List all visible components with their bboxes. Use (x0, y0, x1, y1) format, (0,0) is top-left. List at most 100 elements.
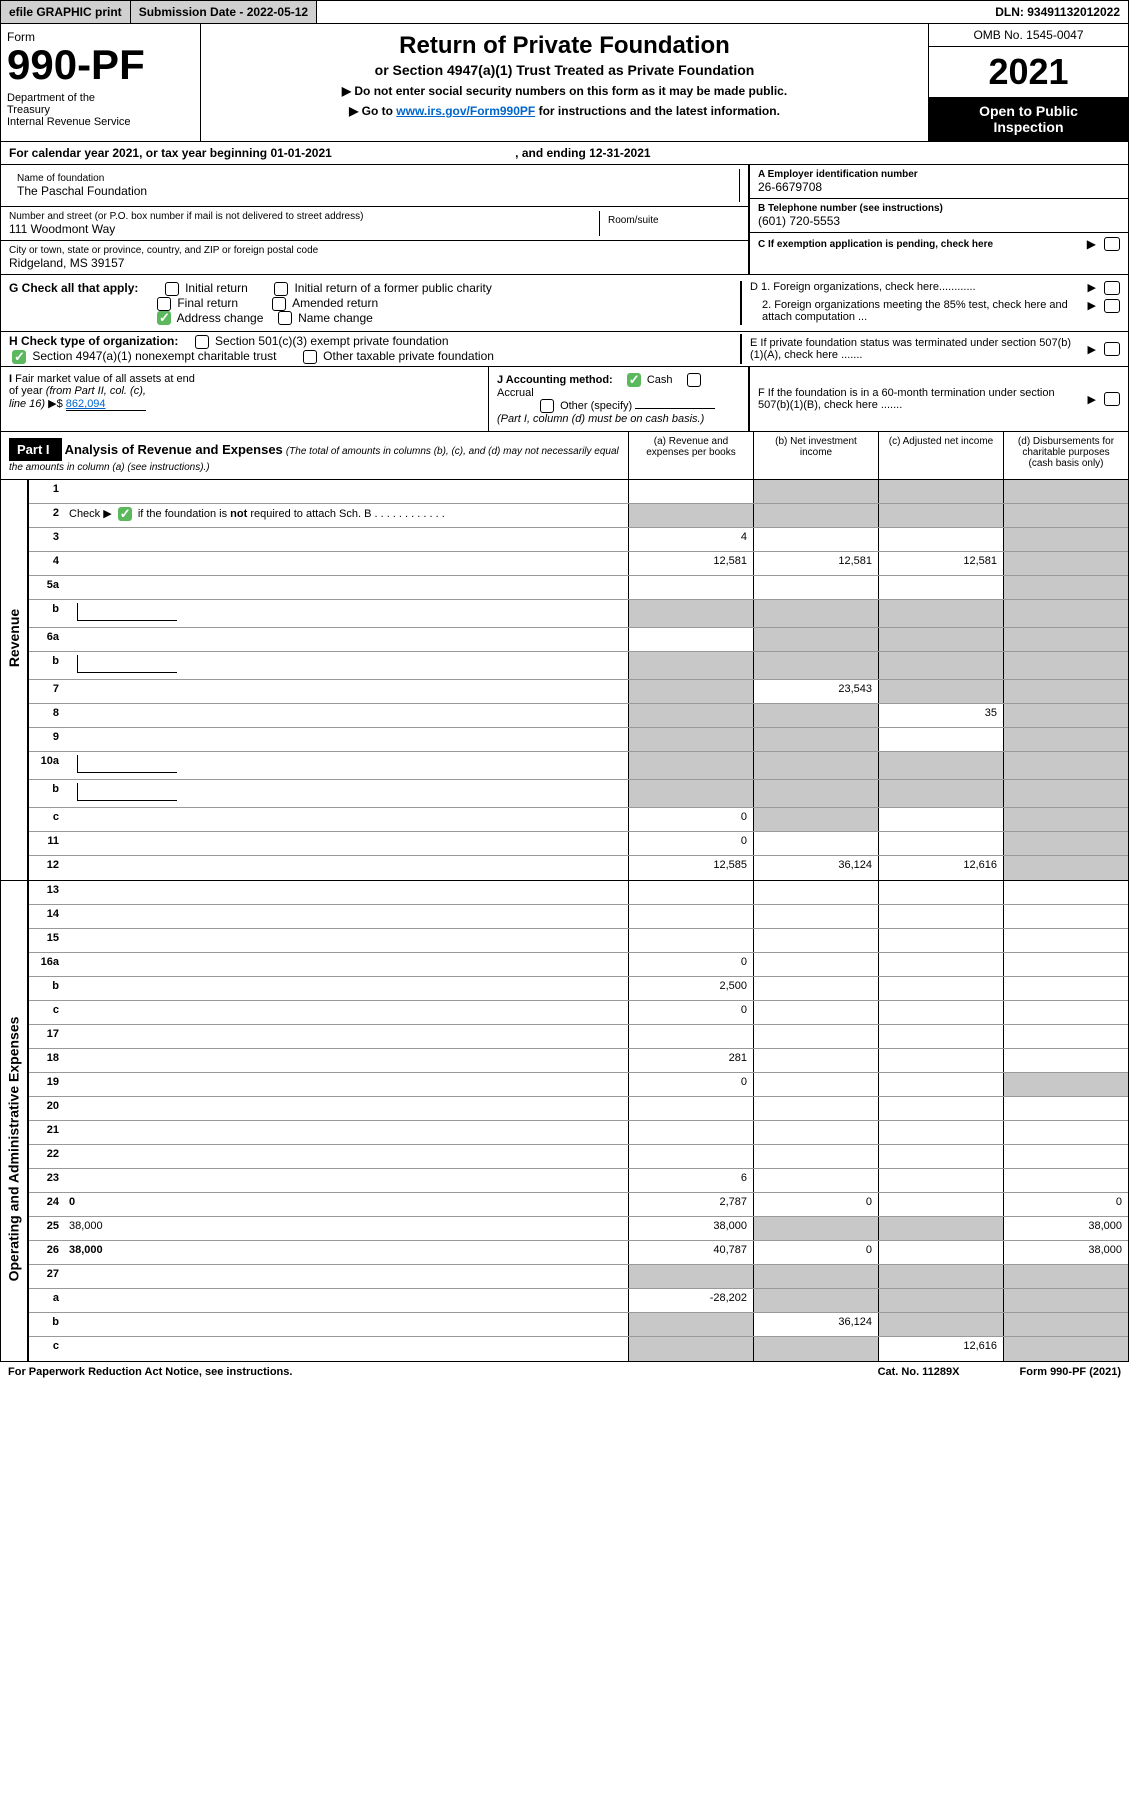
col-c-cell (878, 1241, 1003, 1264)
row-desc (65, 856, 628, 880)
form-number: 990-PF (7, 44, 194, 86)
col-b-cell (753, 1265, 878, 1288)
amended-return-checkbox[interactable] (272, 297, 286, 311)
col-d-cell (1003, 752, 1128, 779)
ein-value: 26-6679708 (758, 180, 1120, 194)
initial-return-checkbox[interactable] (165, 282, 179, 296)
col-c-cell (878, 628, 1003, 651)
col-c-cell (878, 1313, 1003, 1336)
row-number: 7 (29, 680, 65, 703)
row-number: 11 (29, 832, 65, 855)
col-a-cell (628, 1025, 753, 1048)
col-d-header: (d) Disbursements for charitable purpose… (1003, 432, 1128, 479)
j-label: J Accounting method: (497, 374, 613, 386)
phone-row: B Telephone number (see instructions) (6… (750, 199, 1128, 233)
name-change-checkbox[interactable] (278, 311, 292, 325)
col-b-cell: 36,124 (753, 1313, 878, 1336)
name-label: Name of foundation (17, 173, 731, 184)
j-section: J Accounting method: Cash Accrual Other … (488, 367, 748, 431)
col-d-cell (1003, 1145, 1128, 1168)
col-b-cell (753, 832, 878, 855)
col-a-cell (628, 881, 753, 904)
row-desc (65, 1001, 628, 1024)
col-b-cell (753, 977, 878, 1000)
col-c-cell: 35 (878, 704, 1003, 727)
501c3-checkbox[interactable] (195, 335, 209, 349)
initial-former-checkbox[interactable] (274, 282, 288, 296)
row-number: 16a (29, 953, 65, 976)
col-c-cell (878, 680, 1003, 703)
row-number: 3 (29, 528, 65, 551)
col-d-cell (1003, 680, 1128, 703)
table-row: c0 (29, 808, 1128, 832)
row-desc (65, 728, 628, 751)
e-checkbox[interactable] (1104, 342, 1120, 356)
row-desc (65, 652, 628, 679)
col-d-cell (1003, 929, 1128, 952)
final-return-checkbox[interactable] (157, 297, 171, 311)
d2-checkbox[interactable] (1104, 299, 1120, 313)
row-desc: Check ▶ if the foundation is not require… (65, 504, 628, 527)
col-c-cell: 12,616 (878, 856, 1003, 880)
phone-value: (601) 720-5553 (758, 214, 1120, 228)
cash-checkbox[interactable] (627, 373, 641, 387)
row-number: b (29, 977, 65, 1000)
col-c-cell (878, 1097, 1003, 1120)
row-desc (65, 1337, 628, 1361)
col-a-cell: 4 (628, 528, 753, 551)
col-d-cell (1003, 704, 1128, 727)
tax-year: 2021 (929, 47, 1128, 97)
col-b-cell (753, 1001, 878, 1024)
exemption-checkbox[interactable] (1104, 237, 1120, 251)
col-d-cell (1003, 1121, 1128, 1144)
col-a-cell (628, 1145, 753, 1168)
col-a-cell (628, 1337, 753, 1361)
f-checkbox[interactable] (1104, 392, 1120, 406)
revenue-sidebar: Revenue (1, 480, 29, 880)
table-row: 9 (29, 728, 1128, 752)
row-desc (65, 1073, 628, 1096)
col-d-cell (1003, 881, 1128, 904)
col-a-cell (628, 576, 753, 599)
address-change-checkbox[interactable] (157, 311, 171, 325)
row-number: 23 (29, 1169, 65, 1192)
row-number: 12 (29, 856, 65, 880)
col-c-cell (878, 1001, 1003, 1024)
row-desc (65, 1049, 628, 1072)
row-desc (65, 1313, 628, 1336)
col-a-cell: 38,000 (628, 1217, 753, 1240)
col-a-cell: 0 (628, 1001, 753, 1024)
col-a-cell (628, 680, 753, 703)
row-number: c (29, 1001, 65, 1024)
row-desc (65, 528, 628, 551)
fmv-value[interactable]: 862,094 (66, 398, 146, 411)
col-d-cell: 0 (1003, 1193, 1128, 1216)
irs-link[interactable]: www.irs.gov/Form990PF (396, 104, 535, 118)
calendar-year-row: For calendar year 2021, or tax year begi… (0, 142, 1129, 165)
other-method-checkbox[interactable] (540, 399, 554, 413)
col-b-cell (753, 480, 878, 503)
table-row: 13 (29, 881, 1128, 905)
col-a-cell (628, 1265, 753, 1288)
row-number: 26 (29, 1241, 65, 1264)
accrual-checkbox[interactable] (687, 373, 701, 387)
d1-checkbox[interactable] (1104, 281, 1120, 295)
col-b-cell (753, 1049, 878, 1072)
phone-label: B Telephone number (see instructions) (758, 203, 1120, 214)
col-b-cell (753, 728, 878, 751)
efile-print-button[interactable]: efile GRAPHIC print (1, 1, 131, 23)
other-taxable-checkbox[interactable] (303, 350, 317, 364)
schb-checkbox[interactable] (118, 507, 132, 521)
f-label: F If the foundation is in a 60-month ter… (758, 387, 1084, 411)
revenue-section: Revenue 12 Check ▶ if the foundation is n… (0, 480, 1129, 881)
col-a-cell (628, 1313, 753, 1336)
col-d-cell (1003, 1097, 1128, 1120)
col-d-cell (1003, 1289, 1128, 1312)
col-c-cell: 12,581 (878, 552, 1003, 575)
table-row: 27 (29, 1265, 1128, 1289)
table-row: b (29, 652, 1128, 680)
col-a-cell: 12,581 (628, 552, 753, 575)
row-number: 18 (29, 1049, 65, 1072)
4947a1-checkbox[interactable] (12, 350, 26, 364)
row-desc (65, 905, 628, 928)
